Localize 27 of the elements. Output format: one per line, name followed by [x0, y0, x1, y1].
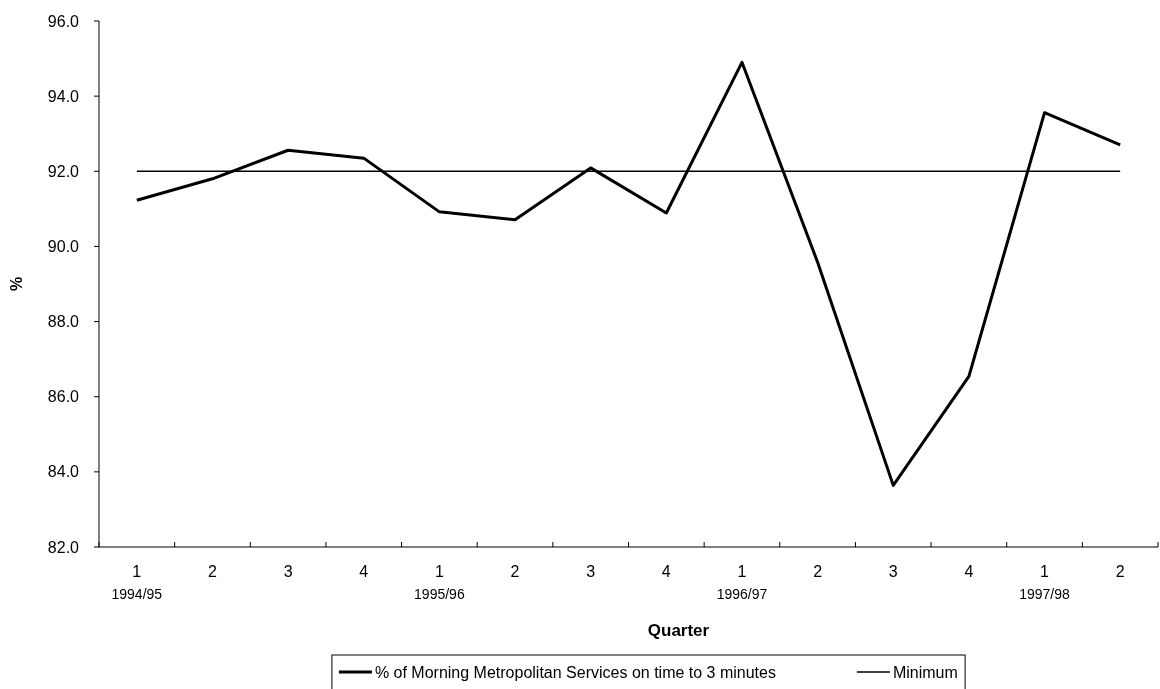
y-tick-label: 86.0 [47, 388, 80, 406]
x-tick-label: 4 [359, 563, 369, 580]
x-tick-label: 2 [813, 563, 823, 580]
x-tick-label: 1 1997/98 [1019, 563, 1071, 602]
y-tick-label: 88.0 [47, 313, 80, 331]
x-tick-label: 2 [1115, 563, 1125, 580]
x-tick-label: 3 [888, 563, 898, 580]
y-tick-label: 90.0 [47, 238, 80, 256]
x-tick-label: 2 [208, 563, 218, 580]
x-tick-label: 1 1995/96 [414, 563, 465, 602]
y-tick-label: 84.0 [47, 463, 80, 481]
x-tick-label: 3 [586, 563, 596, 580]
x-tick-label: 4 [964, 563, 974, 580]
y-tick-label: 96.0 [47, 12, 80, 30]
legend-label: Minimum [892, 663, 958, 681]
y-axis-title: % [8, 276, 25, 292]
line-series [135, 60, 1122, 487]
y-tick-label: 92.0 [47, 162, 80, 180]
x-tick-label: 3 [283, 563, 293, 580]
x-tick-label: 1 1996/97 [716, 563, 768, 602]
x-tick-label: 4 [661, 563, 671, 580]
x-axis-title: Quarter [647, 621, 710, 640]
y-tick-label: 94.0 [47, 87, 80, 105]
y-tick-label: 82.0 [47, 538, 80, 556]
x-tick-label: 2 [510, 563, 520, 580]
legend-label: % of Morning Metropolitan Services on time to 3 minutes [374, 663, 776, 681]
x-tick-label: 1 1994/95 [111, 563, 163, 602]
